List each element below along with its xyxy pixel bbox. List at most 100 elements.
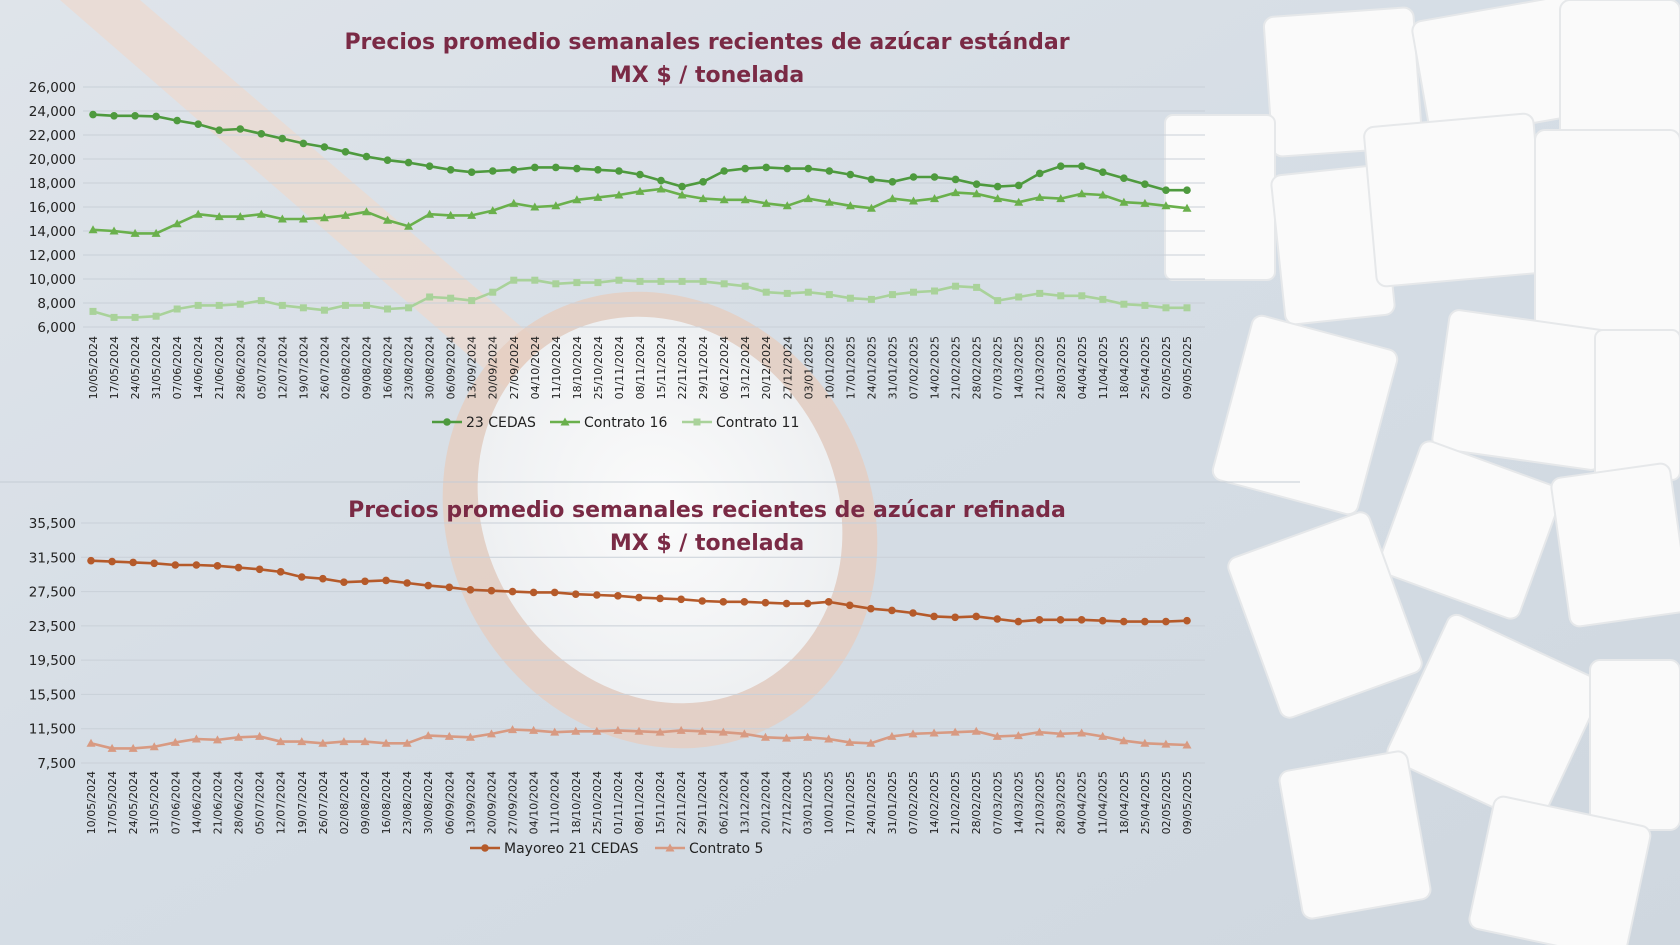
data-point bbox=[191, 734, 201, 743]
data-point bbox=[488, 206, 498, 215]
data-point bbox=[909, 196, 918, 205]
x-tick-label: 27/09/2024 bbox=[507, 771, 520, 834]
chart-subtitle: MX $ / tonelada bbox=[610, 531, 804, 556]
data-point bbox=[234, 732, 244, 741]
x-tick-label: 15/11/2024 bbox=[654, 771, 667, 834]
data-point bbox=[951, 188, 961, 197]
data-point bbox=[402, 738, 412, 747]
data-point bbox=[278, 301, 286, 309]
series-line bbox=[92, 278, 1187, 319]
x-tick-label: 21/02/2025 bbox=[949, 771, 962, 834]
data-point bbox=[993, 194, 1003, 203]
data-point bbox=[571, 590, 580, 598]
data-point bbox=[110, 313, 118, 321]
x-tick-label: 11/04/2025 bbox=[1097, 336, 1110, 399]
data-point bbox=[678, 277, 686, 285]
data-point bbox=[1183, 186, 1191, 194]
data-point bbox=[1162, 617, 1170, 626]
x-tick-label: 20/12/2024 bbox=[760, 336, 773, 399]
chart-subtitle: MX $ / tonelada bbox=[610, 63, 804, 88]
data-point bbox=[697, 726, 707, 735]
y-tick-label: 31,500 bbox=[29, 550, 76, 566]
x-tick-label: 13/09/2024 bbox=[464, 771, 477, 834]
data-point bbox=[214, 212, 224, 221]
data-point bbox=[89, 110, 97, 119]
y-tick-label: 24,000 bbox=[29, 104, 76, 120]
data-point bbox=[720, 167, 728, 175]
data-point bbox=[508, 587, 517, 596]
y-tick-label: 6,000 bbox=[37, 320, 76, 336]
data-point bbox=[931, 287, 939, 295]
x-tick-label: 13/09/2024 bbox=[466, 336, 479, 399]
data-point bbox=[845, 737, 855, 746]
data-point bbox=[656, 594, 664, 603]
x-tick-label: 03/01/2025 bbox=[802, 771, 815, 834]
data-point bbox=[678, 182, 686, 191]
data-point bbox=[657, 176, 665, 185]
data-point bbox=[573, 164, 581, 173]
data-point bbox=[930, 194, 940, 203]
data-point bbox=[803, 599, 812, 608]
x-tick-label: 05/07/2024 bbox=[254, 771, 267, 834]
x-tick-label: 14/06/2024 bbox=[192, 336, 205, 399]
data-point bbox=[276, 737, 286, 746]
data-point bbox=[1078, 292, 1086, 300]
data-point bbox=[486, 729, 496, 738]
y-tick-label: 22,000 bbox=[29, 128, 76, 144]
data-point bbox=[531, 276, 539, 284]
x-tick-label: 07/03/2025 bbox=[991, 771, 1004, 834]
data-point bbox=[972, 180, 981, 188]
data-point bbox=[783, 164, 792, 173]
data-point bbox=[720, 280, 728, 288]
data-point bbox=[298, 214, 308, 223]
data-point bbox=[867, 604, 875, 613]
data-point bbox=[193, 209, 203, 218]
standard-sugar-chart: Precios promedio semanales recientes de … bbox=[29, 30, 1205, 431]
x-tick-label: 03/01/2025 bbox=[802, 336, 815, 399]
data-point bbox=[150, 559, 159, 568]
data-point bbox=[719, 195, 729, 204]
data-point bbox=[318, 738, 328, 747]
data-point bbox=[131, 112, 139, 120]
data-point bbox=[1034, 727, 1044, 736]
data-point bbox=[762, 163, 771, 172]
data-point bbox=[634, 726, 644, 735]
data-point bbox=[383, 215, 393, 224]
x-tick-label: 06/09/2024 bbox=[443, 771, 456, 834]
x-tick-label: 12/07/2024 bbox=[275, 771, 288, 834]
data-point bbox=[909, 609, 917, 617]
x-tick-label: 24/05/2024 bbox=[127, 771, 140, 834]
data-point bbox=[552, 280, 560, 288]
data-point bbox=[718, 727, 728, 736]
data-point bbox=[1056, 729, 1066, 738]
data-point bbox=[489, 288, 497, 296]
x-tick-label: 14/03/2025 bbox=[1012, 771, 1025, 834]
data-point bbox=[426, 293, 434, 301]
x-tick-label: 28/03/2025 bbox=[1055, 771, 1068, 834]
x-tick-label: 31/05/2024 bbox=[150, 336, 163, 399]
data-point bbox=[508, 725, 518, 734]
data-point bbox=[699, 178, 707, 186]
x-tick-label: 07/06/2024 bbox=[169, 771, 182, 834]
x-tick-label: 31/05/2024 bbox=[148, 771, 161, 834]
data-point bbox=[972, 189, 982, 198]
x-tick-label: 20/09/2024 bbox=[485, 771, 498, 834]
data-point bbox=[1182, 740, 1192, 749]
x-tick-label: 29/11/2024 bbox=[696, 771, 709, 834]
data-point bbox=[866, 203, 876, 212]
sugar-cubes bbox=[1164, 0, 1680, 945]
x-tick-label: 05/07/2024 bbox=[255, 336, 268, 399]
y-tick-label: 11,500 bbox=[29, 722, 76, 738]
data-point bbox=[236, 125, 245, 133]
data-point bbox=[741, 164, 749, 173]
data-point bbox=[297, 573, 306, 581]
data-point bbox=[340, 210, 350, 219]
y-tick-label: 15,500 bbox=[29, 687, 76, 703]
data-point bbox=[1161, 201, 1171, 210]
data-point bbox=[867, 175, 876, 184]
data-point bbox=[1014, 197, 1024, 206]
data-point bbox=[1056, 194, 1066, 203]
y-tick-label: 19,500 bbox=[29, 653, 76, 669]
data-point bbox=[360, 737, 370, 746]
x-tick-label: 30/08/2024 bbox=[422, 771, 435, 834]
